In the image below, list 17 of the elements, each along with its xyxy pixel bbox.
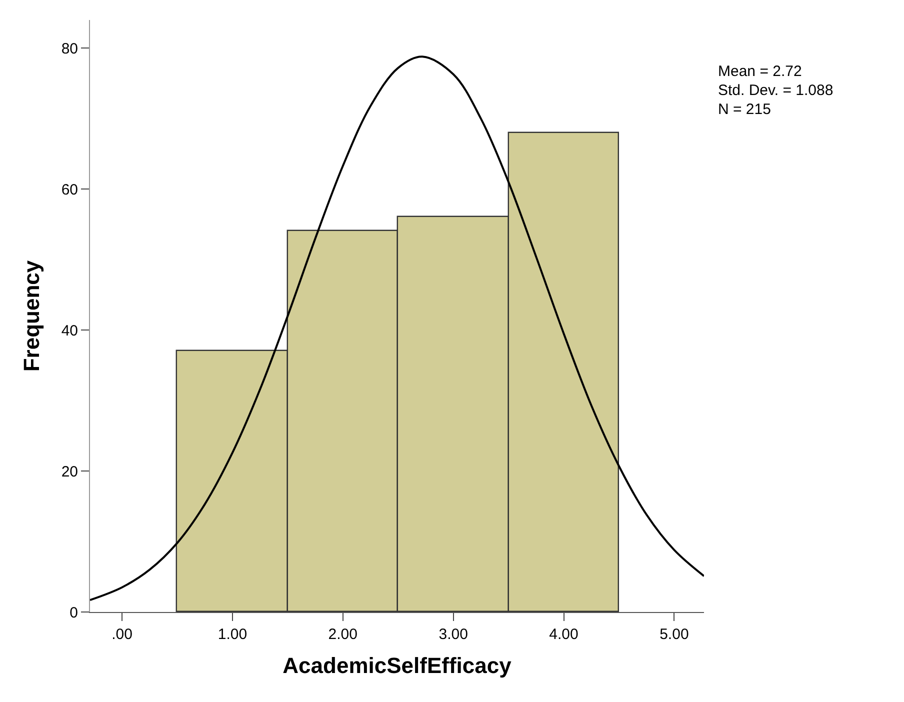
x-tick-label: 5.00 (660, 626, 689, 643)
x-tick-label: 1.00 (218, 626, 248, 643)
y-tick-label: 60 (61, 181, 78, 198)
text: Mean = 2.72 (718, 63, 802, 80)
x-tick-label: 4.00 (549, 626, 578, 643)
line-series (90, 56, 704, 602)
text: N = 215 (718, 101, 771, 118)
y-tick-label: 40 (61, 322, 78, 340)
x-tick-label: .00 (112, 626, 132, 643)
x-axis-title: AcademicSelfEfficacy (282, 652, 512, 678)
x-tick-label: 2.00 (328, 626, 358, 643)
y-tick-label: 0 (70, 604, 78, 622)
y-tick-label: 20 (61, 463, 78, 480)
x-tick-label: 3.00 (438, 626, 468, 643)
y-tick-label: 80 (61, 40, 78, 58)
text: Std. Dev. = 1.088 (718, 82, 834, 99)
y-axis-title: Frequency (19, 260, 44, 372)
